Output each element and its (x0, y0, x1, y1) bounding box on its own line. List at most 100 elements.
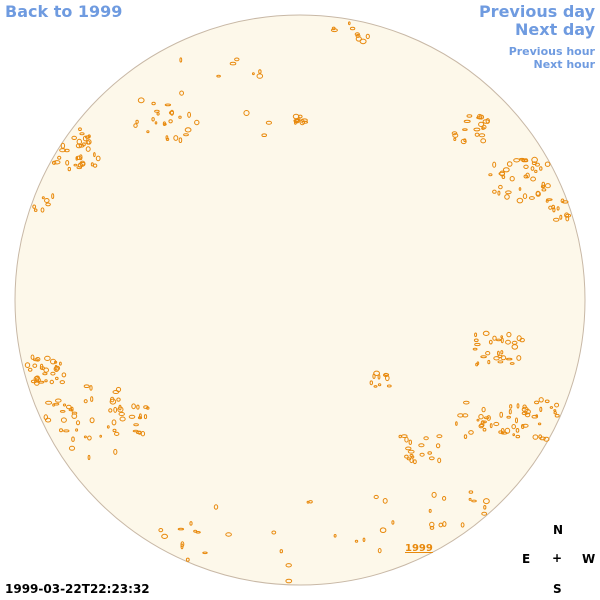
contour-mark (95, 155, 101, 162)
contour-mark (75, 428, 79, 432)
contour-mark (463, 400, 470, 405)
contour-mark (243, 110, 250, 116)
contour-mark (180, 543, 184, 550)
contour-mark (559, 214, 563, 220)
contour-mark (493, 356, 500, 361)
contour-mark (173, 135, 179, 141)
back-to-year-link[interactable]: Back to 1999 (5, 2, 123, 21)
contour-mark (482, 427, 487, 432)
contour-mark (457, 413, 464, 418)
contour-mark (185, 557, 190, 562)
contour-mark (521, 424, 525, 429)
contour-mark (554, 402, 560, 408)
contour-mark (521, 406, 529, 413)
contour-mark (65, 160, 70, 166)
contour-mark (492, 161, 497, 168)
contour-mark (34, 377, 41, 383)
contour-mark (87, 454, 91, 461)
contour-mark (478, 121, 485, 128)
contour-mark (511, 424, 517, 430)
contour-mark (530, 176, 536, 182)
contour-mark (27, 367, 33, 372)
contour-mark (405, 446, 412, 451)
contour-mark (59, 380, 65, 385)
contour-mark (114, 431, 120, 436)
contour-mark (473, 338, 479, 343)
contour-mark (379, 527, 387, 534)
contour-mark (50, 371, 56, 376)
contour-mark (468, 430, 474, 435)
solar-disk (14, 14, 586, 586)
contour-mark (161, 533, 169, 540)
contour-mark (234, 57, 240, 62)
contour-mark (486, 415, 491, 421)
contour-mark (30, 354, 35, 360)
contour-mark (73, 163, 78, 167)
contour-mark (407, 449, 415, 454)
contour-mark (330, 28, 338, 33)
contour-mark (515, 417, 518, 424)
previous-day-link[interactable]: Previous day (478, 2, 595, 21)
contour-mark (87, 435, 92, 441)
contour-mark (498, 184, 503, 190)
contour-mark (525, 172, 530, 179)
contour-mark (108, 408, 113, 413)
previous-hour-link[interactable]: Previous hour (508, 45, 595, 58)
contour-mark (466, 114, 473, 118)
contour-mark (544, 399, 550, 404)
contour-mark (498, 430, 504, 434)
contour-mark (89, 417, 95, 424)
contour-mark (51, 193, 55, 200)
contour-mark (165, 135, 169, 140)
contour-mark (538, 397, 544, 403)
contour-mark (509, 176, 515, 182)
contour-mark (133, 123, 138, 128)
contour-mark (442, 521, 447, 527)
contour-mark (411, 455, 415, 459)
contour-mark (408, 439, 412, 445)
contour-mark (534, 162, 541, 167)
contour-mark (136, 404, 140, 410)
contour-mark (271, 530, 277, 535)
contour-mark (146, 130, 150, 134)
contour-mark (60, 417, 67, 423)
next-day-link[interactable]: Next day (515, 20, 595, 39)
contour-mark (61, 372, 67, 378)
contour-mark (476, 361, 480, 366)
contour-mark (53, 402, 60, 406)
contour-mark (51, 160, 57, 165)
contour-mark (428, 456, 435, 461)
contour-mark (497, 360, 504, 364)
contour-mark (478, 414, 484, 420)
next-hour-link[interactable]: Next hour (533, 58, 596, 71)
contour-mark (44, 379, 48, 383)
contour-mark (137, 430, 142, 435)
contour-mark (373, 370, 381, 376)
contour-mark (423, 436, 429, 441)
contour-mark (333, 534, 337, 538)
contour-mark (146, 406, 150, 410)
contour-mark (261, 133, 268, 137)
contour-mark (128, 414, 136, 419)
contour-mark (229, 61, 237, 66)
contour-mark (519, 337, 525, 343)
contour-mark (252, 72, 255, 76)
contour-mark (59, 361, 62, 366)
contour-mark (132, 429, 139, 433)
contour-mark (453, 137, 457, 141)
contour-mark (564, 212, 570, 218)
contour-mark (406, 457, 412, 461)
contour-mark (63, 429, 70, 433)
contour-mark (532, 434, 539, 440)
contour-mark (151, 117, 155, 122)
contour-mark (306, 500, 310, 504)
contour-mark (285, 578, 293, 584)
contour-mark (67, 166, 72, 172)
contour-mark (427, 451, 433, 455)
contour-mark (488, 339, 493, 345)
contour-mark (541, 188, 547, 192)
contour-mark (492, 335, 497, 341)
contour-mark (495, 338, 502, 342)
contour-mark (372, 373, 376, 379)
contour-mark (168, 110, 175, 115)
